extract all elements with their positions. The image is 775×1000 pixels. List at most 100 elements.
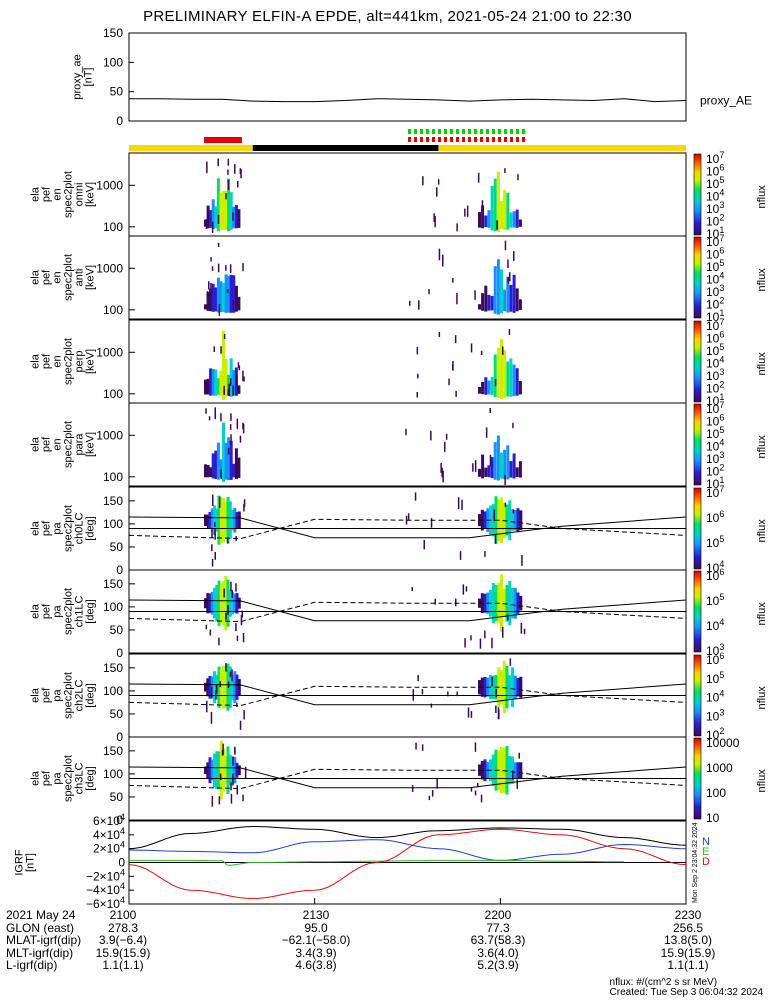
spectrogram-noise: [474, 742, 477, 752]
spectrogram-cell: [209, 467, 213, 477]
colorbar-tick-label: 103: [706, 200, 724, 216]
spectrogram-cell: [493, 178, 497, 232]
spectrogram-cell: [500, 269, 503, 314]
spectrogram-cell: [237, 679, 241, 696]
spectrogram-noise: [507, 259, 509, 269]
spectrogram-cell: [518, 219, 522, 227]
colorbar-tick-label: 10000: [706, 736, 740, 750]
spectrogram-noise: [212, 494, 214, 506]
spectrogram-cell: [210, 591, 214, 615]
spectrogram-cell: [224, 666, 228, 708]
colorbar-tick-label: 104: [706, 559, 724, 575]
y-tick-label: 50: [110, 623, 124, 637]
spectrogram-noise: [489, 454, 492, 467]
spectrogram-noise: [230, 378, 232, 386]
time-row-value: 2200: [484, 908, 512, 922]
colorbar-tick-label: 103: [706, 283, 724, 299]
spectrogram-cell: [513, 675, 517, 699]
y-tick-label: 50: [110, 790, 124, 804]
spectrogram-ylabel-line: perp: [74, 350, 86, 372]
spectrogram-noise: [474, 790, 477, 796]
colorbar-tick-label: 105: [706, 534, 724, 550]
time-row-value: 15.9(15.9): [660, 945, 716, 960]
spectrogram-cell: [484, 377, 488, 395]
colorbar-tick-label: 106: [706, 567, 724, 583]
igrf-line-D: [128, 828, 687, 900]
spectrogram-ylabel-line: spec2plot: [63, 588, 75, 635]
colorbar-tick-label: 106: [706, 651, 724, 667]
side-timestamp: Mon Sep 2 23:04:32 2024: [692, 822, 699, 903]
spectrogram-noise: [405, 428, 407, 436]
spectrogram-noise: [509, 272, 511, 282]
spectrogram-cell: [211, 283, 215, 312]
status-bar-yellow: [438, 145, 686, 151]
spectrogram-noise: [430, 430, 432, 441]
spectrogram-noise: [481, 200, 484, 212]
spectrogram-cell: [483, 677, 487, 698]
spectrogram-cell: [231, 592, 234, 615]
spectrogram-noise: [214, 522, 216, 527]
colorbar-tick-label: 105: [706, 342, 724, 358]
spectrogram-noise: [209, 629, 212, 636]
spectrogram-cell: [506, 192, 510, 230]
time-row-value: 5.2(3.9): [477, 958, 519, 972]
colorbar-tick-label: 10: [706, 811, 720, 825]
spectrogram-noise: [447, 691, 449, 697]
spectrogram-cell: [229, 192, 233, 230]
science-dot-red: [420, 137, 423, 142]
spectrogram-cell: [491, 754, 495, 786]
spectrogram-cell: [481, 205, 485, 229]
spectrogram-cell: [515, 467, 519, 477]
spectrogram-noise: [516, 779, 518, 789]
anti-loss-cone-line: [128, 518, 687, 540]
spectrogram-cell: [206, 378, 210, 395]
spectrogram-cell: [204, 682, 207, 692]
spectrogram-noise: [457, 497, 460, 510]
time-row-value: 1.1(1.1): [102, 958, 144, 972]
spectrogram-cell: [237, 209, 241, 228]
colorbar-tick-label: 1000: [706, 761, 733, 775]
spectrogram-cell: [235, 512, 239, 529]
spectrogram-cell: [496, 171, 500, 233]
spectrogram-noise: [211, 544, 213, 552]
spectrogram-ylabel-line: ela: [30, 436, 42, 452]
spectrogram-noise: [211, 795, 214, 807]
spectrogram-cell: [496, 259, 500, 315]
spectrogram-noise: [459, 551, 462, 560]
spectrogram-cell: [502, 747, 506, 793]
spectrogram-cell: [518, 381, 522, 395]
spectrogram-noise: [493, 509, 495, 522]
spectrogram-noise: [236, 702, 238, 708]
spectrogram-cell: [219, 497, 223, 544]
spectrogram-noise: [474, 290, 476, 300]
spectrogram-cell: [508, 500, 512, 541]
spectrogram-noise: [225, 612, 227, 620]
colorbar-unit: nflux: [756, 268, 768, 292]
spectrogram-noise: [421, 744, 424, 751]
spectrogram-noise: [223, 385, 225, 395]
spectrogram-noise: [231, 590, 233, 598]
spectrogram-noise: [227, 158, 230, 166]
spectrogram-noise: [205, 408, 207, 414]
y-tick-label: 2×104: [93, 840, 125, 856]
spectrogram-cell: [506, 445, 510, 480]
spectrogram-ylabel-line: spec2plot: [63, 755, 75, 802]
spectrogram-ylabel: ela pef en spec2plot perp [keV]: [30, 338, 97, 385]
y-tick-label: 100: [103, 684, 123, 698]
spectrogram-ylabel-line: pa: [52, 522, 64, 535]
spectrogram-cell: [232, 370, 236, 396]
time-row-value: 278.3: [107, 920, 139, 935]
spectrogram-cell: [229, 358, 233, 397]
spectrogram-noise: [461, 499, 463, 510]
colorbar-tick-label: 101: [706, 225, 724, 241]
time-row-label: 2021 May 24: [6, 908, 76, 922]
spectrogram-noise: [242, 794, 244, 802]
science-dot-red: [432, 137, 435, 142]
spectrogram-noise: [222, 743, 224, 755]
spectrogram-noise: [441, 467, 443, 478]
spectrogram-cell: [506, 276, 510, 313]
spectrogram-noise: [229, 671, 232, 677]
spectrogram-noise: [436, 187, 438, 197]
spectrogram-noise: [235, 623, 237, 631]
spectrogram-noise: [480, 350, 483, 355]
